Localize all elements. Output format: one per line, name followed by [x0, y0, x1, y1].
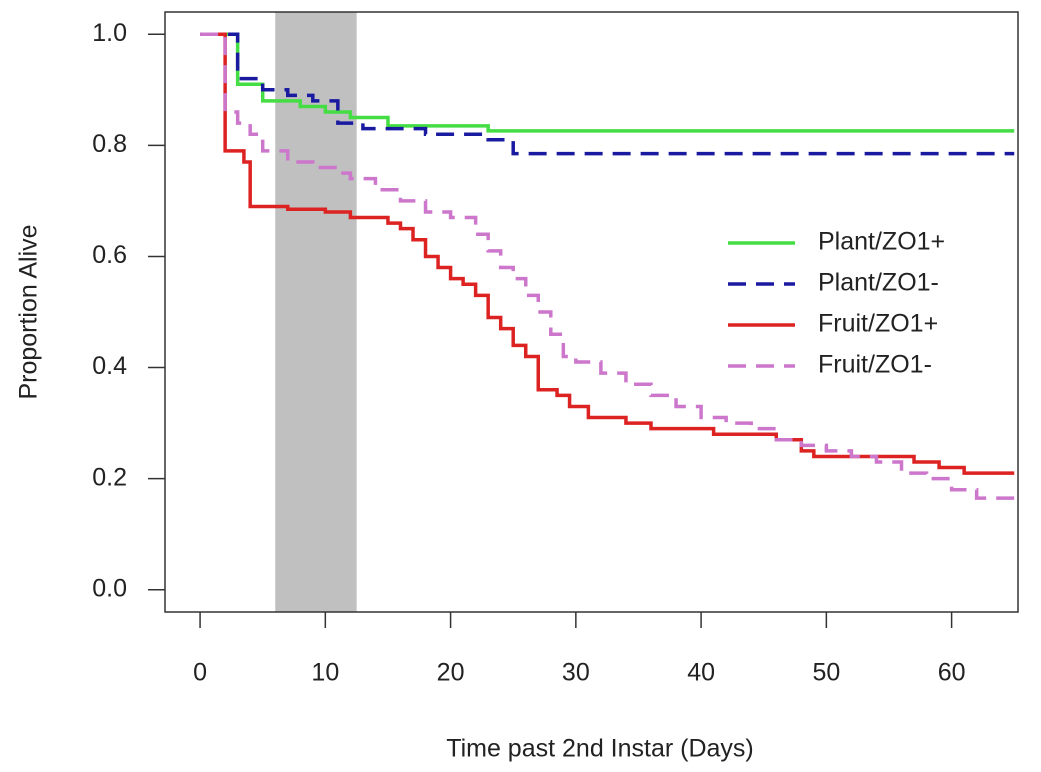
- survival-line: [200, 32, 1015, 500]
- legend-label: Fruit/ZO1+: [818, 310, 938, 338]
- x-tick-label: 10: [311, 659, 339, 687]
- x-tick-label: 60: [938, 659, 966, 687]
- y-tick-label: 0.4: [92, 352, 127, 380]
- x-tick-label: 20: [437, 659, 465, 687]
- x-tick-label: 40: [687, 659, 715, 687]
- y-tick-label: 0.8: [92, 130, 127, 158]
- y-axis-title: Proportion Alive: [15, 224, 43, 399]
- legend-label: Fruit/ZO1-: [818, 351, 932, 379]
- x-tick-label: 30: [562, 659, 590, 687]
- y-tick-label: 0.2: [92, 463, 127, 491]
- y-tick-label: 0.6: [92, 241, 127, 269]
- y-tick-label: 1.0: [92, 19, 127, 47]
- plot-frame: [164, 11, 1019, 613]
- y-tick-label: 0.0: [92, 574, 127, 602]
- x-tick-label: 0: [193, 659, 207, 687]
- survival-line: [200, 32, 1015, 133]
- legend-label: Plant/ZO1+: [818, 228, 945, 256]
- survival-line: [200, 32, 1015, 156]
- x-axis-title: Time past 2nd Instar (Days): [446, 735, 754, 763]
- x-tick-label: 50: [812, 659, 840, 687]
- legend-label: Plant/ZO1-: [818, 269, 939, 297]
